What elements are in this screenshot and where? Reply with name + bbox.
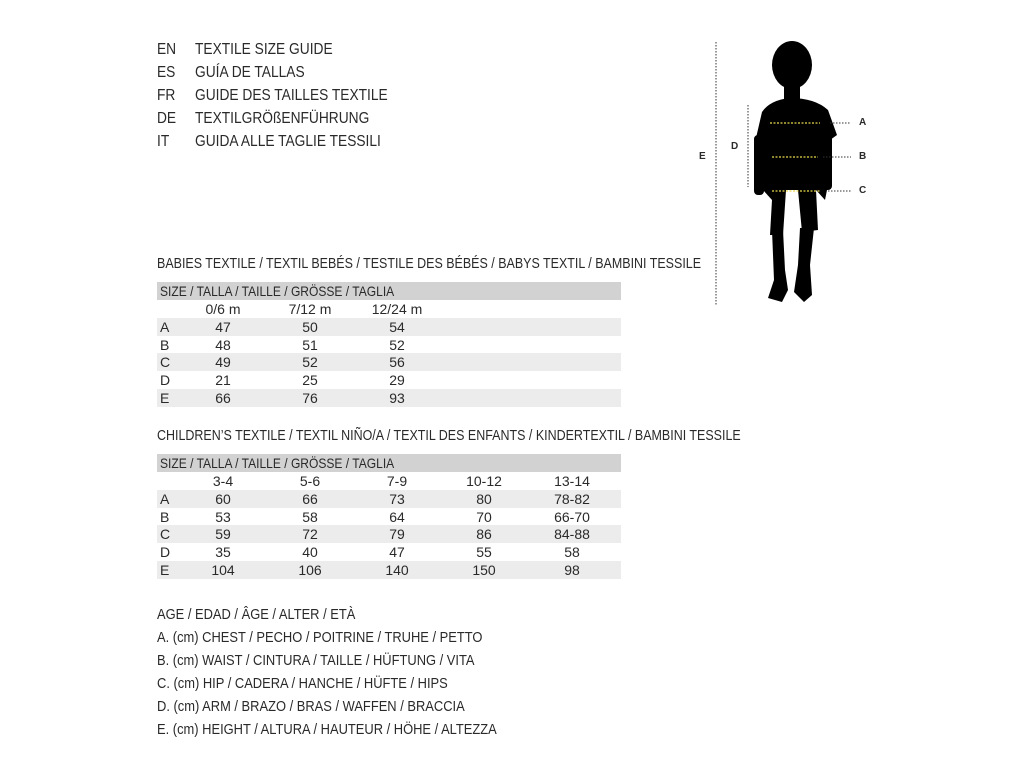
legend-height: E. (cm) HEIGHT / ALTURA / HAUTEUR / HÖHE… <box>157 721 497 738</box>
table-cell: 49 <box>215 354 231 371</box>
lang-code-it: IT <box>157 133 170 150</box>
size-header: SIZE / TALLA / TAILLE / GRÖSSE / TAGLIA <box>160 283 395 299</box>
table-cell: 66 <box>215 389 231 406</box>
label-c: C <box>859 185 867 196</box>
babies-heading: BABIES TEXTILE / TEXTIL BEBÉS / TESTILE … <box>157 256 702 272</box>
table-cell: 150 <box>472 561 496 578</box>
table-cell: 86 <box>476 526 492 543</box>
children-size-table: SIZE / TALLA / TAILLE / GRÖSSE / TAGLIA … <box>157 454 621 579</box>
legend-chest: A. (cm) CHEST / PECHO / POITRINE / TRUHE… <box>157 629 483 646</box>
table-cell: 66-70 <box>554 508 590 525</box>
row-label: D <box>160 544 171 561</box>
table-cell: 79 <box>389 526 405 543</box>
row-label: C <box>160 354 171 371</box>
table-row: C 59 72 79 86 84-88 <box>157 525 621 544</box>
table-cell: 52 <box>389 336 405 353</box>
column-header: 10-12 <box>466 473 502 489</box>
table-row: B 53 58 64 70 66-70 <box>157 508 621 526</box>
size-header: SIZE / TALLA / TAILLE / GRÖSSE / TAGLIA <box>160 455 395 471</box>
table-cell: 93 <box>389 389 405 406</box>
title-it: GUIDA ALLE TAGLIE TESSILI <box>195 133 381 150</box>
table-cell: 76 <box>302 389 318 406</box>
table-cell: 60 <box>215 490 231 507</box>
table-cell: 53 <box>215 508 231 525</box>
table-cell: 52 <box>302 354 318 371</box>
column-header-row: 3-4 5-6 7-9 10-12 13-14 <box>157 472 621 490</box>
table-cell: 58 <box>564 544 580 561</box>
table-cell: 80 <box>476 490 492 507</box>
column-header: 7-9 <box>386 473 408 489</box>
table-cell: 104 <box>211 561 235 578</box>
table-cell: 106 <box>298 561 322 578</box>
column-header: 0/6 m <box>205 301 241 317</box>
label-b: B <box>859 151 867 162</box>
row-label: E <box>160 389 170 406</box>
table-cell: 54 <box>389 318 405 335</box>
child-measurement-figure: A B C D E <box>690 40 880 310</box>
table-cell: 40 <box>302 544 318 561</box>
child-silhouette-icon <box>715 41 851 305</box>
row-label: D <box>160 372 171 389</box>
legend-hip: C. (cm) HIP / CADERA / HANCHE / HÜFTE / … <box>157 675 448 692</box>
lang-code-en: EN <box>157 41 177 58</box>
row-label: A <box>160 318 170 335</box>
table-cell: 56 <box>389 354 405 371</box>
row-label: A <box>160 490 170 507</box>
table-cell: 47 <box>389 544 405 561</box>
children-heading: CHILDREN’S TEXTILE / TEXTIL NIÑO/A / TEX… <box>157 428 741 444</box>
table-cell: 47 <box>215 318 231 335</box>
label-e: E <box>699 151 706 162</box>
table-cell: 58 <box>302 508 318 525</box>
row-label: C <box>160 526 171 543</box>
table-cell: 70 <box>476 508 492 525</box>
table-row: B 48 51 52 <box>157 336 621 354</box>
lang-code-fr: FR <box>157 87 176 104</box>
column-header: 3-4 <box>212 473 234 489</box>
table-cell: 140 <box>385 561 409 578</box>
table-cell: 98 <box>564 561 580 578</box>
lang-code-es: ES <box>157 64 176 81</box>
column-header: 7/12 m <box>288 301 332 317</box>
table-cell: 59 <box>215 526 231 543</box>
label-d: D <box>731 141 739 152</box>
legend-arm: D. (cm) ARM / BRAZO / BRAS / WAFFEN / BR… <box>157 698 465 715</box>
table-cell: 21 <box>215 372 231 389</box>
label-a: A <box>859 117 867 128</box>
column-header: 13-14 <box>554 473 590 489</box>
row-label: E <box>160 561 170 578</box>
legend-age: AGE / EDAD / ÂGE / ALTER / ETÀ <box>157 606 356 623</box>
table-row: A 47 50 54 <box>157 317 621 336</box>
column-header-row: 0/6 m 7/12 m 12/24 m <box>157 300 621 318</box>
table-cell: 78-82 <box>554 490 590 507</box>
table-cell: 73 <box>389 490 405 507</box>
row-label: B <box>160 336 170 353</box>
table-cell: 50 <box>302 318 318 335</box>
table-cell: 29 <box>389 372 405 389</box>
table-row: C 49 52 56 <box>157 353 621 372</box>
row-label: B <box>160 508 170 525</box>
lang-code-de: DE <box>157 110 177 127</box>
table-row: A 60 66 73 80 78-82 <box>157 489 621 508</box>
title-de: TEXTILGRÖßENFÜHRUNG <box>195 110 370 127</box>
babies-size-table: SIZE / TALLA / TAILLE / GRÖSSE / TAGLIA … <box>157 282 621 407</box>
table-cell: 64 <box>389 508 405 525</box>
table-row: D 35 40 47 55 58 <box>157 543 621 561</box>
column-header: 5-6 <box>299 473 321 489</box>
table-cell: 55 <box>476 544 492 561</box>
table-cell: 48 <box>215 336 231 353</box>
column-header: 12/24 m <box>371 301 423 317</box>
title-es: GUÍA DE TALLAS <box>195 64 305 81</box>
table-cell: 51 <box>302 336 318 353</box>
table-cell: 84-88 <box>554 526 590 543</box>
table-row: E 66 76 93 <box>157 388 621 407</box>
legend-waist: B. (cm) WAIST / CINTURA / TAILLE / HÜFTU… <box>157 652 475 669</box>
table-row: E 104 106 140 150 98 <box>157 560 621 579</box>
table-cell: 25 <box>302 372 318 389</box>
table-cell: 66 <box>302 490 318 507</box>
title-fr: GUIDE DES TAILLES TEXTILE <box>195 87 388 104</box>
table-row: D 21 25 29 <box>157 371 621 389</box>
title-en: TEXTILE SIZE GUIDE <box>195 41 333 58</box>
table-cell: 72 <box>302 526 318 543</box>
table-cell: 35 <box>215 544 231 561</box>
